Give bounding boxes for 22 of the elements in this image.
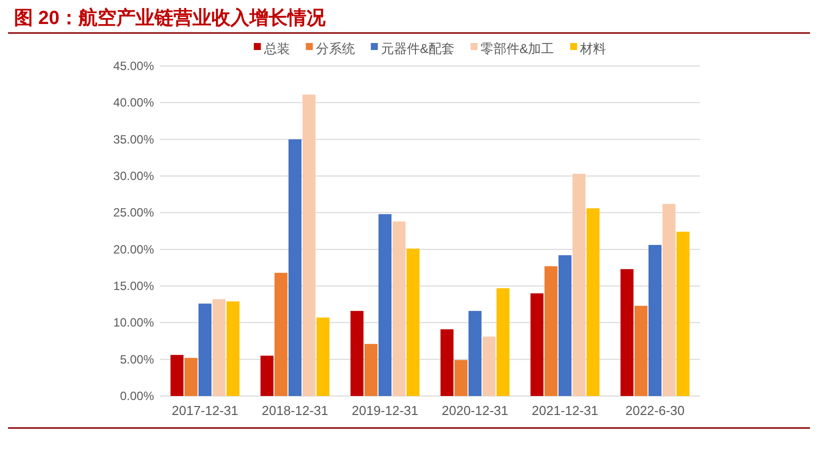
y-tick-label: 30.00%: [113, 169, 154, 183]
x-tick-label: 2019-12-31: [352, 403, 418, 418]
y-tick-label: 45.00%: [113, 59, 154, 73]
y-tick-label: 10.00%: [113, 316, 154, 330]
x-tick-label: 2017-12-31: [172, 403, 238, 418]
legend-label: 元器件&配套: [380, 41, 454, 56]
y-tick-label: 40.00%: [113, 96, 154, 110]
legend-label: 总装: [262, 41, 290, 56]
y-tick-label: 5.00%: [120, 352, 154, 366]
y-tick-label: 25.00%: [113, 206, 154, 220]
y-tick-label: 15.00%: [113, 279, 154, 293]
y-tick-label: 0.00%: [120, 389, 154, 403]
y-tick-label: 35.00%: [113, 132, 154, 146]
x-tick-label: 2020-12-31: [442, 403, 508, 418]
title: 图 20：航空产业链营业收入增长情况: [14, 8, 326, 29]
x-tick-label: 2018-12-31: [262, 403, 328, 418]
x-tick-label: 2021-12-31: [532, 403, 598, 418]
legend-label: 分系统: [316, 41, 355, 56]
x-tick-label: 2022-6-30: [625, 403, 685, 418]
y-tick-label: 20.00%: [113, 242, 154, 256]
legend-label: 材料: [579, 41, 606, 56]
legend-label: 零部件&加工: [480, 41, 554, 56]
